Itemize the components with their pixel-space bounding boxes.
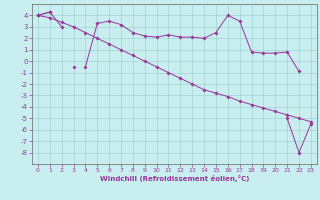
X-axis label: Windchill (Refroidissement éolien,°C): Windchill (Refroidissement éolien,°C) (100, 175, 249, 182)
